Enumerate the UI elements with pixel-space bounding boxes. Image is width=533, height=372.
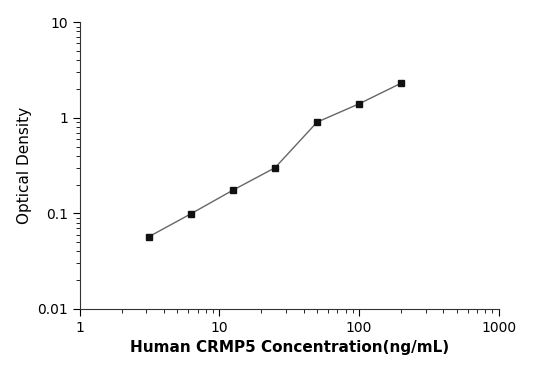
X-axis label: Human CRMP5 Concentration(ng/mL): Human CRMP5 Concentration(ng/mL)	[130, 340, 449, 355]
Y-axis label: Optical Density: Optical Density	[17, 107, 31, 224]
